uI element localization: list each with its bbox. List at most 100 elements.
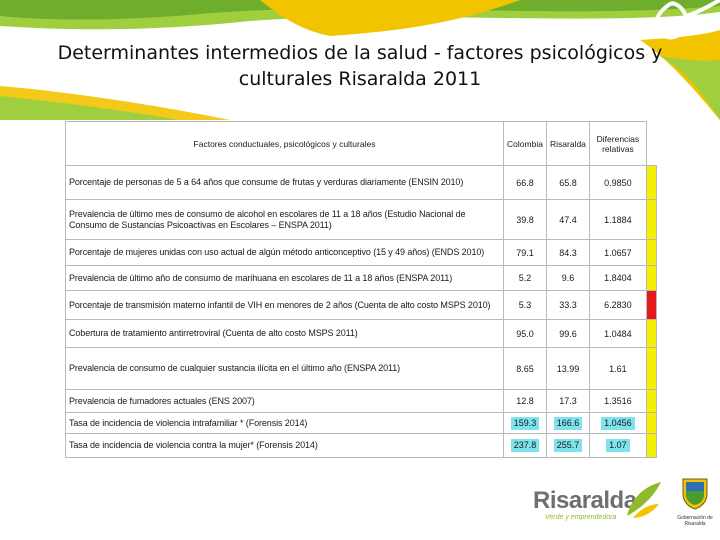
colombia-cell: 159.3 <box>503 412 547 434</box>
factor-cell: Tasa de incidencia de violencia intrafam… <box>65 412 504 434</box>
colombia-cell-text: 39.8 <box>516 214 534 225</box>
table-body: Porcentaje de personas de 5 a 64 años qu… <box>65 165 657 458</box>
coat-of-arms-icon <box>682 478 708 510</box>
colombia-cell-text: 95.0 <box>516 328 534 339</box>
risaralda-cell-text: 13.99 <box>556 363 580 374</box>
header-banner <box>0 0 720 120</box>
risaralda-cell-text: 255.7 <box>553 439 583 452</box>
table-row: Porcentaje de transmisión materno infant… <box>65 290 657 320</box>
status-indicator <box>645 412 657 434</box>
diferencia-cell: 1.8404 <box>588 265 647 291</box>
risaralda-logo: Risaralda Verde y emprendedora <box>533 478 663 528</box>
table-row: Prevalencia de último mes de consumo de … <box>65 199 657 240</box>
factor-cell: Prevalencia de fumadores actuales (ENS 2… <box>65 389 504 413</box>
colombia-cell: 5.3 <box>503 290 547 320</box>
diferencia-cell-text: 0.9850 <box>604 177 632 188</box>
status-indicator <box>645 239 657 266</box>
colombia-cell: 8.65 <box>503 347 547 390</box>
colombia-cell: 66.8 <box>503 165 547 200</box>
header-flag-spacer <box>646 122 656 166</box>
risaralda-cell: 13.99 <box>546 347 590 390</box>
factor-cell-text: Prevalencia de fumadores actuales (ENS 2… <box>69 395 255 406</box>
diferencia-cell-text: 1.0456 <box>601 416 635 430</box>
colombia-cell: 39.8 <box>503 199 547 240</box>
header-diferencias: Diferencias relativas <box>588 121 647 166</box>
diferencia-cell-text: 1.07 <box>606 439 630 452</box>
factor-cell: Prevalencia de último año de consumo de … <box>65 265 504 291</box>
factor-cell: Cobertura de tratamiento antirretroviral… <box>65 319 504 348</box>
slide-title-line1: Determinantes intermedios de la salud - … <box>57 42 663 64</box>
header-colombia: Colombia <box>503 121 547 166</box>
factor-cell-text: Prevalencia de último mes de consumo de … <box>69 208 466 230</box>
colombia-cell: 237.8 <box>503 433 547 458</box>
diferencia-cell: 1.0657 <box>588 239 647 266</box>
risaralda-cell: 84.3 <box>546 239 590 266</box>
risaralda-cell: 166.6 <box>546 412 590 434</box>
colombia-cell: 95.0 <box>503 319 547 348</box>
risaralda-cell: 47.4 <box>546 199 590 240</box>
risaralda-cell-text: 33.3 <box>559 300 577 310</box>
table-row: Prevalencia de fumadores actuales (ENS 2… <box>65 389 657 413</box>
table-row: Tasa de incidencia de violencia intrafam… <box>65 412 657 434</box>
factor-cell-text: Porcentaje de mujeres unidas con uso act… <box>69 247 485 257</box>
gob-line2: Risaralda <box>684 521 706 527</box>
header-factor: Factores conductuales, psicológicos y cu… <box>65 121 504 166</box>
risaralda-cell: 65.8 <box>546 165 590 200</box>
table-header-row: Factores conductuales, psicológicos y cu… <box>65 121 657 166</box>
colombia-cell-text: 5.2 <box>518 273 532 283</box>
slide-title-line2: culturales Risaralda 2011 <box>238 68 482 90</box>
diferencia-cell: 1.61 <box>588 347 647 390</box>
header-diferencias-line1: Diferencias <box>596 133 640 144</box>
risaralda-cell-text: 17.3 <box>559 396 577 406</box>
status-indicator <box>645 265 657 291</box>
colombia-cell: 5.2 <box>503 265 547 291</box>
factor-cell-text: Porcentaje de personas de 5 a 64 años qu… <box>69 177 464 187</box>
status-indicator <box>645 165 657 200</box>
diferencia-cell-text: 1.0484 <box>604 328 632 339</box>
table-row: Cobertura de tratamiento antirretroviral… <box>65 319 657 348</box>
status-indicator <box>645 433 657 458</box>
risaralda-cell-text: 65.8 <box>559 177 577 188</box>
table-row: Porcentaje de personas de 5 a 64 años qu… <box>65 165 657 200</box>
header-risaralda: Risaralda <box>546 121 590 166</box>
factor-cell-text: Prevalencia de último año de consumo de … <box>69 272 453 283</box>
factor-cell: Porcentaje de transmisión materno infant… <box>65 290 504 320</box>
diferencia-cell: 0.9850 <box>588 165 647 200</box>
colombia-cell-text: 66.8 <box>516 177 534 188</box>
diferencia-cell: 1.3516 <box>588 389 647 413</box>
risaralda-cell-text: 47.4 <box>559 214 577 225</box>
status-indicator <box>645 389 657 413</box>
factor-cell-text: Cobertura de tratamiento antirretroviral… <box>69 328 358 338</box>
diferencia-cell-text: 1.1884 <box>604 214 632 225</box>
colombia-cell-text: 8.65 <box>516 363 534 374</box>
factor-cell: Prevalencia de consumo de cualquier sust… <box>65 347 504 390</box>
risaralda-cell-text: 84.3 <box>559 247 577 258</box>
risaralda-cell-text: 166.6 <box>553 416 583 430</box>
factor-cell-text: Porcentaje de transmisión materno infant… <box>69 299 491 310</box>
diferencia-cell: 6.2830 <box>588 290 647 320</box>
diferencia-cell: 1.0484 <box>588 319 647 348</box>
risaralda-cell-text: 99.6 <box>559 328 577 339</box>
data-table: Factores conductuales, psicológicos y cu… <box>65 121 657 458</box>
colombia-cell: 12.8 <box>503 389 547 413</box>
colombia-cell-text: 159.3 <box>510 416 540 430</box>
diferencia-cell: 1.0456 <box>588 412 647 434</box>
factor-cell: Prevalencia de último mes de consumo de … <box>65 199 504 240</box>
colombia-cell-text: 5.3 <box>518 300 532 310</box>
factor-cell-text: Tasa de incidencia de violencia contra l… <box>69 440 318 450</box>
risaralda-cell: 33.3 <box>546 290 590 320</box>
brand-tagline: Verde y emprendedora <box>545 514 617 521</box>
leaf-icon <box>627 482 661 518</box>
colombia-cell-text: 237.8 <box>510 439 540 452</box>
colombia-cell: 79.1 <box>503 239 547 266</box>
factor-cell-text: Prevalencia de consumo de cualquier sust… <box>69 363 401 373</box>
factor-cell: Porcentaje de personas de 5 a 64 años qu… <box>65 165 504 200</box>
slide-title: Determinantes intermedios de la salud - … <box>20 40 700 92</box>
risaralda-cell: 17.3 <box>546 389 590 413</box>
diferencia-cell-text: 1.3516 <box>604 396 632 406</box>
status-indicator <box>645 319 657 348</box>
risaralda-cell: 99.6 <box>546 319 590 348</box>
diferencia-cell-text: 1.61 <box>609 363 627 374</box>
table-row: Prevalencia de consumo de cualquier sust… <box>65 347 657 390</box>
header-diferencias-line2: relativas <box>602 143 634 154</box>
